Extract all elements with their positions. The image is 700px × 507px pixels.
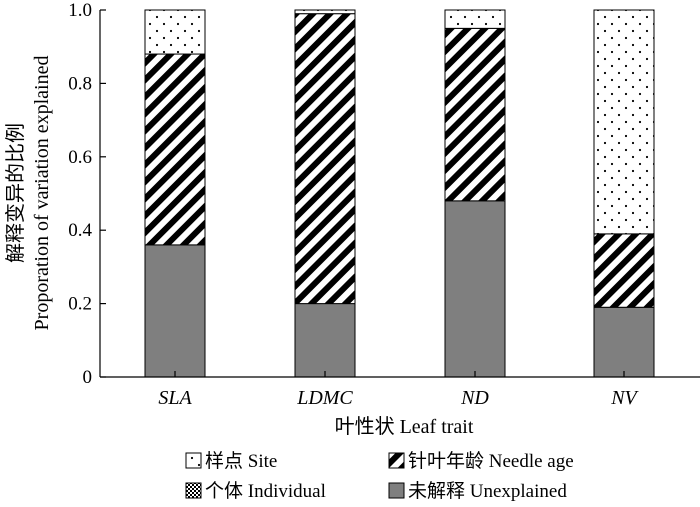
bar-stack-nd <box>444 9 506 378</box>
bar-segment-ldmc-needle-age <box>294 13 356 305</box>
bar-segment-nv-unexplained <box>593 306 655 378</box>
x-tick-label-nv: NV <box>610 387 639 409</box>
legend-item-individual: 个体 Individual <box>185 480 326 502</box>
x-axis-title: 叶性状 Leaf trait <box>335 415 474 438</box>
bar-segment-sla-site <box>144 9 206 55</box>
legend-label: 针叶年龄 Needle age <box>408 450 574 472</box>
legend-label: 未解释 Unexplained <box>408 480 567 502</box>
legend-label: 样点 Site <box>205 450 277 472</box>
bar-segment-ldmc-unexplained <box>294 303 356 378</box>
bar-segment-nv-needle-age <box>593 233 655 308</box>
bar-segment-nd-site <box>444 9 506 29</box>
legend-swatch <box>388 482 405 499</box>
y-axis-ticks: 0 0.2 0.4 0.6 0.8 1.0 <box>68 0 106 388</box>
x-tick-label-ldmc: LDMC <box>296 387 353 409</box>
axes <box>99 10 700 378</box>
legend-label: 个体 Individual <box>205 480 326 502</box>
bar-segment-sla-unexplained <box>144 244 206 378</box>
y-tick-label: 0 <box>83 367 93 388</box>
bar-segment-nv-site <box>593 9 655 235</box>
x-axis-ticks: SLA LDMC ND NV <box>158 371 640 409</box>
x-tick-label-nd: ND <box>460 387 489 409</box>
legend-swatch <box>185 482 202 499</box>
legend-item-unexplained: 未解释 Unexplained <box>388 480 567 502</box>
y-axis-title-english: Proporation of variation explained <box>31 56 53 331</box>
y-tick-label: 0.4 <box>68 220 92 241</box>
legend: 样点 Site 针叶年龄 Needle age 个体 Individual 未解释 U… <box>185 450 574 502</box>
legend-swatch <box>388 452 405 469</box>
y-tick-label: 0.2 <box>68 294 92 315</box>
y-tick-label: 1.0 <box>68 0 92 21</box>
bar-segment-sla-needle-age <box>144 53 206 246</box>
bar-stack-ldmc <box>294 9 356 378</box>
bar-segment-nd-needle-age <box>444 27 506 202</box>
bar-stack-sla <box>144 9 206 378</box>
legend-item-site: 样点 Site <box>185 450 277 472</box>
bar-segment-ldmc-site <box>294 9 356 15</box>
x-tick-label-sla: SLA <box>158 387 192 409</box>
legend-swatch <box>185 452 202 469</box>
bar-stack-nv <box>593 9 655 378</box>
plot-area <box>144 9 655 378</box>
y-tick-label: 0.6 <box>68 147 92 168</box>
bar-segment-nd-unexplained <box>444 200 506 378</box>
y-tick-label: 0.8 <box>68 73 92 94</box>
y-axis-title-chinese: 解释变异的比例 <box>4 123 27 263</box>
legend-item-needle-age: 针叶年龄 Needle age <box>388 450 574 472</box>
